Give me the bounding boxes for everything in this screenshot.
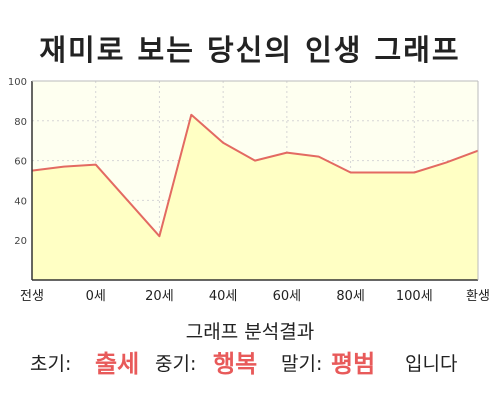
y-tick-label: 40 (14, 196, 27, 207)
middle-value: 행복 (213, 350, 258, 378)
x-tick-label: 80세 (336, 289, 365, 304)
axes (31, 80, 479, 281)
series-line (31, 113, 479, 238)
y-tick-label: 80 (14, 117, 27, 128)
y-tick-label: 60 (14, 157, 27, 168)
y-tick-label: 20 (14, 236, 27, 247)
summary-ending: 입니다 (405, 353, 458, 375)
analysis-summary: 초기: 출세 중기: 행복 말기: 평범 입니다 (0, 347, 500, 381)
x-tick-label: 60세 (273, 289, 302, 304)
area-fill (32, 114, 478, 280)
middle-label: 중기: (155, 353, 197, 375)
late-value: 평범 (331, 350, 376, 378)
x-tick-label: 20세 (145, 289, 174, 304)
x-tick-labels: 전생 0세 20세 40세 60세 80세 100세 환생 (20, 289, 490, 304)
life-graph-chart: 100 80 60 40 20 전생 0세 20세 40세 60세 80세 100세 환생 (8, 77, 490, 304)
chart-title: 재미로 보는 당신의 인생 그래프 (39, 33, 461, 67)
area-series (31, 113, 479, 280)
x-tick-label: 전생 (20, 289, 44, 304)
y-tick-label: 100 (8, 77, 27, 88)
early-label: 초기: (30, 353, 72, 375)
y-tick-labels: 100 80 60 40 20 (8, 77, 27, 247)
early-value: 출세 (95, 350, 140, 378)
x-tick-label: 환생 (466, 289, 490, 304)
x-tick-label: 0세 (86, 289, 106, 304)
x-tick-label: 100세 (396, 289, 433, 304)
analysis-heading: 그래프 분석결과 (185, 321, 315, 343)
late-label: 말기: (281, 353, 323, 375)
x-tick-label: 40세 (209, 289, 238, 304)
